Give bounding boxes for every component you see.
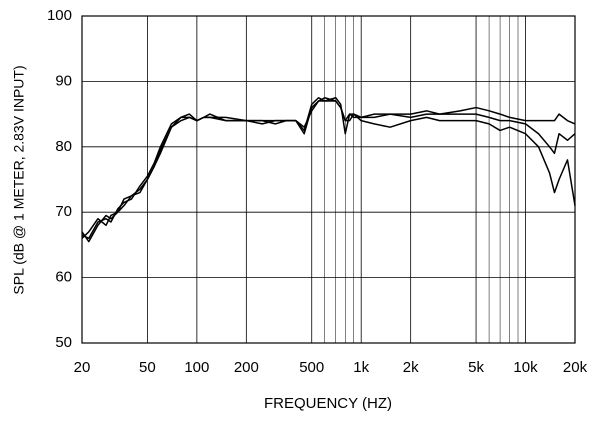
x-tick-label: 500 — [299, 359, 324, 376]
x-tick-label: 20k — [563, 359, 588, 376]
line-series — [81, 97, 576, 240]
line-series — [81, 97, 576, 239]
y-tick-label: 60 — [55, 269, 72, 286]
x-tick-label: 100 — [184, 359, 209, 376]
y-tick-label: 90 — [55, 72, 72, 89]
y-tick-label: 50 — [55, 334, 72, 351]
x-tick-label: 1k — [353, 359, 369, 376]
y-tick-label: 100 — [47, 7, 72, 24]
x-tick-label: 20 — [74, 359, 91, 376]
x-tick-label: 5k — [468, 359, 484, 376]
x-tick-label: 50 — [139, 359, 156, 376]
plot-frame — [81, 15, 576, 344]
line-series — [81, 100, 576, 243]
y-axis-label: SPL (dB @ 1 METER, 2.83V INPUT) — [11, 65, 27, 294]
x-tick-label: 2k — [403, 359, 419, 376]
x-axis-label: FREQUENCY (HZ) — [264, 395, 392, 412]
x-tick-label: 200 — [234, 359, 259, 376]
x-tick-label: 10k — [513, 359, 538, 376]
y-tick-label: 70 — [55, 203, 72, 220]
y-tick-label: 80 — [55, 138, 72, 155]
